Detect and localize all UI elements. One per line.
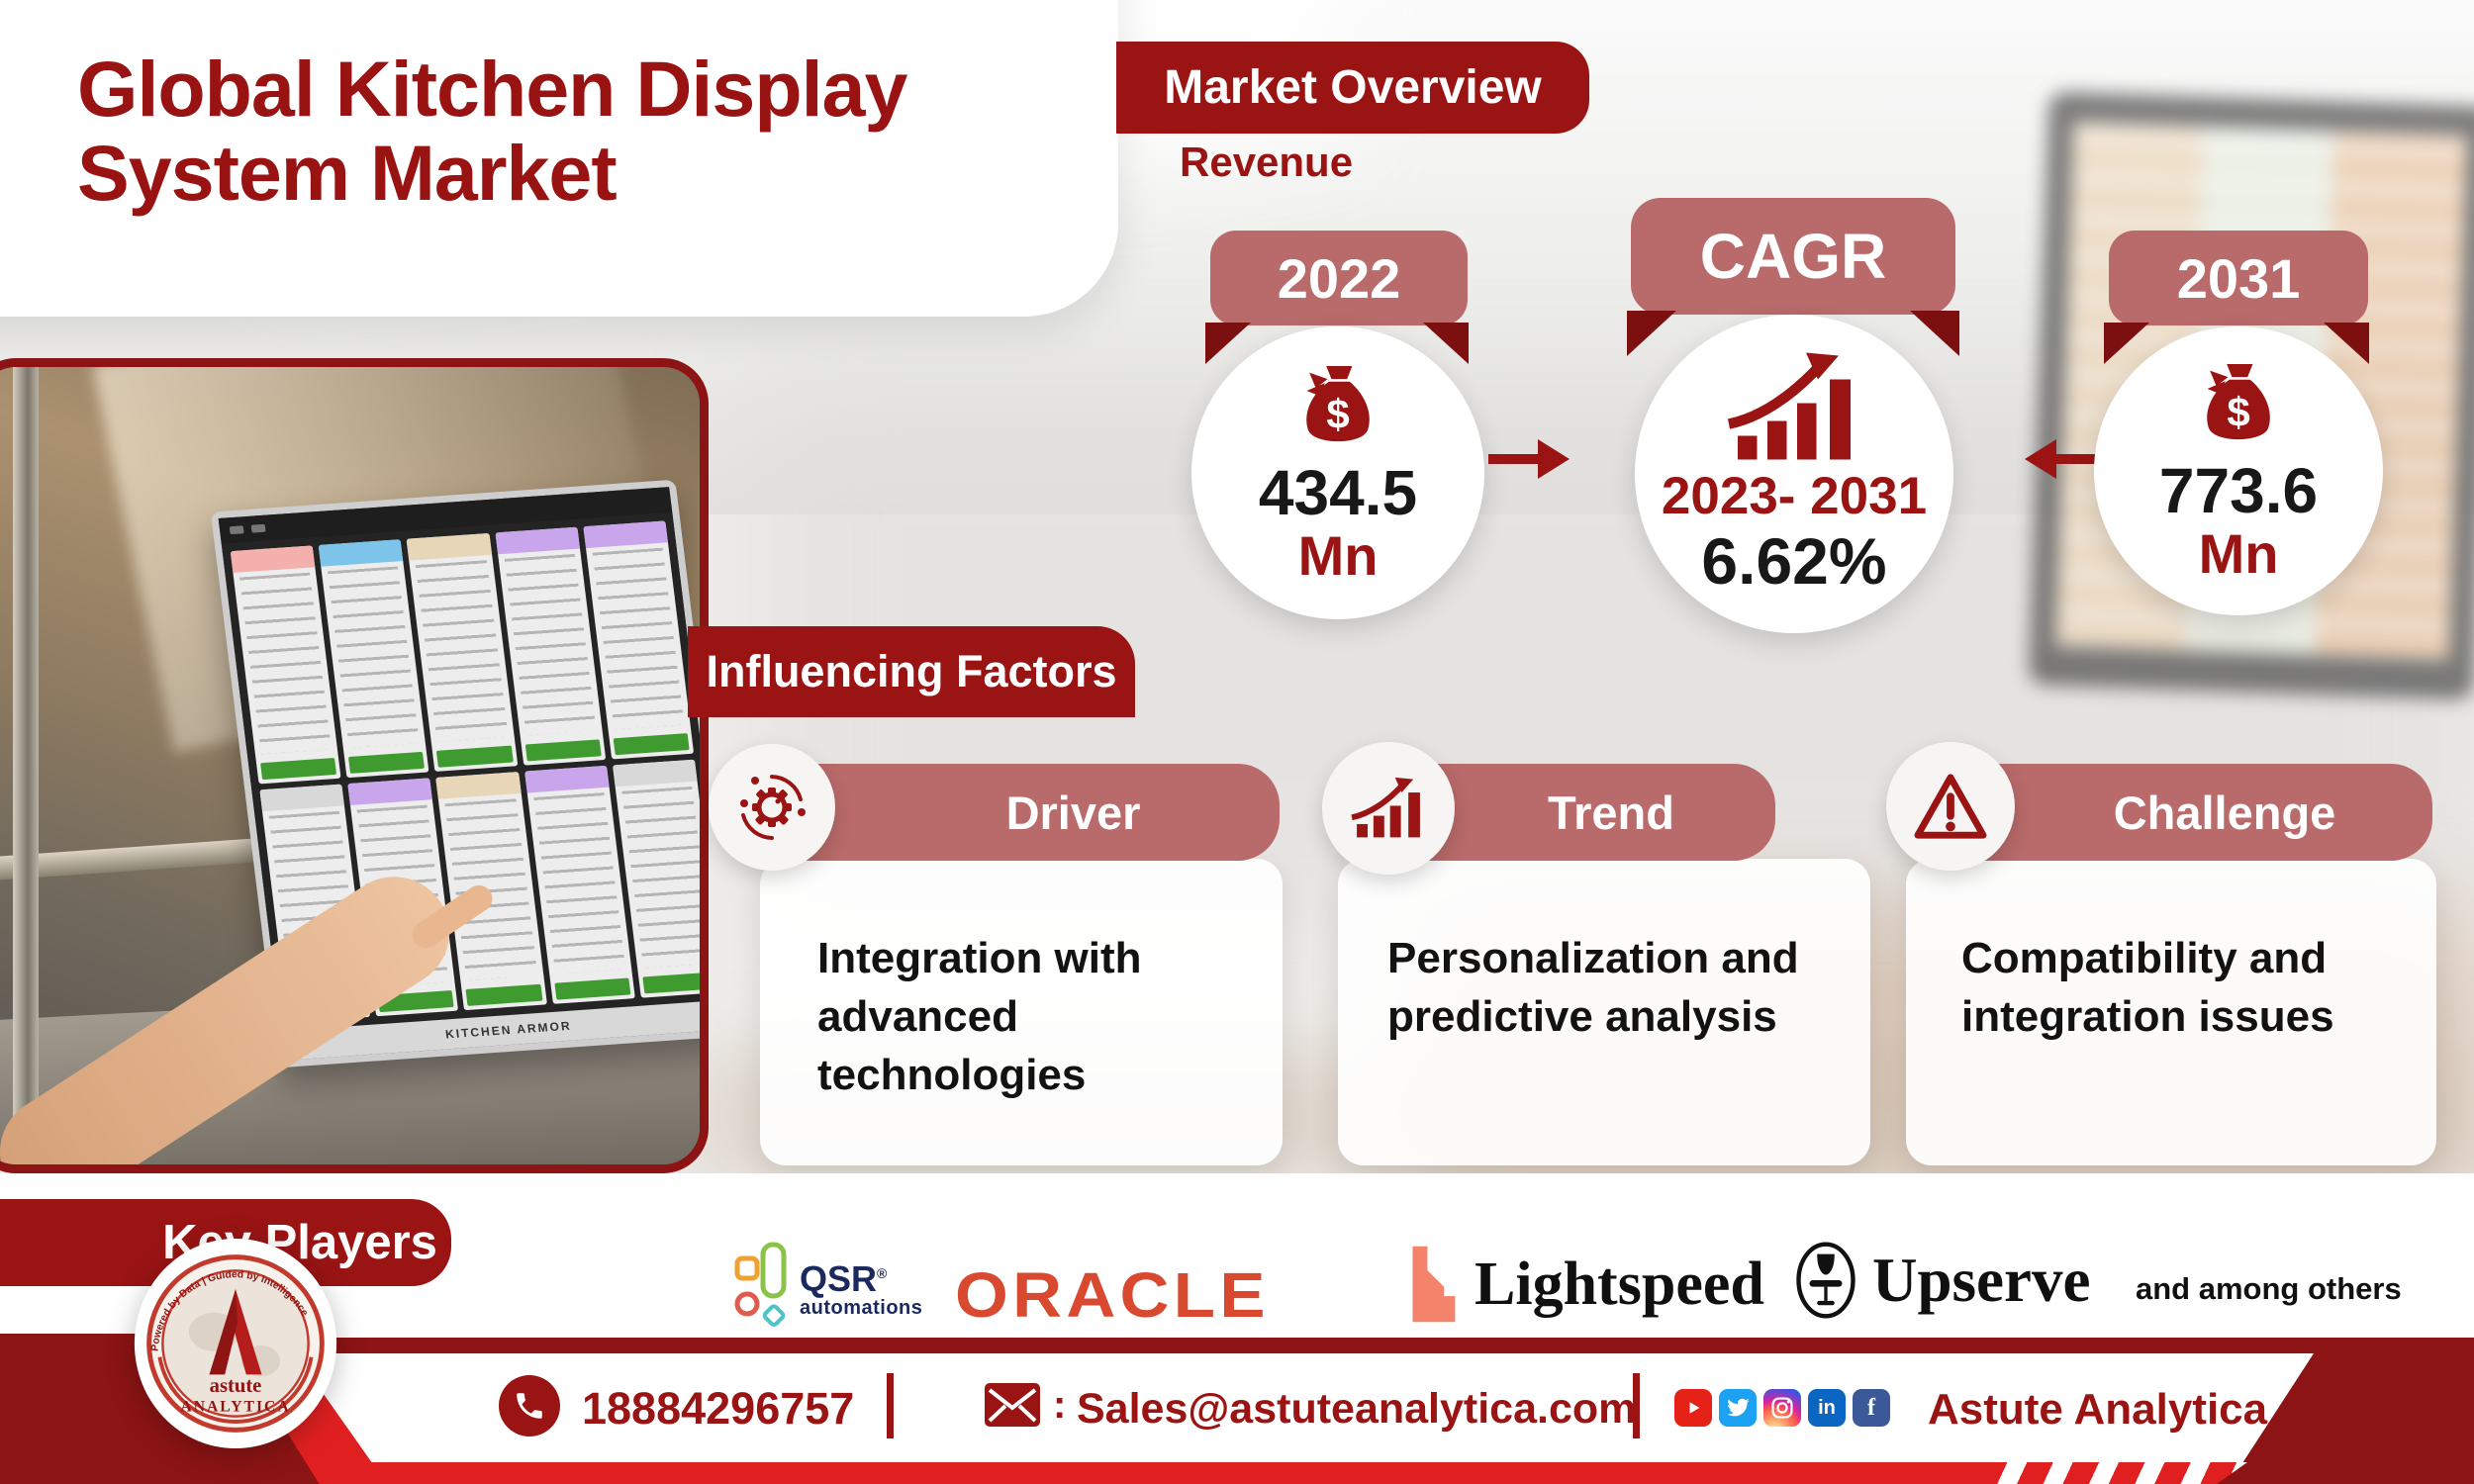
youtube-icon[interactable] bbox=[1674, 1389, 1712, 1427]
footer-contact-band bbox=[295, 1353, 2314, 1462]
svg-text:$: $ bbox=[1326, 391, 1349, 437]
footer-stripes bbox=[1981, 1462, 2294, 1484]
revenue-2022-circle: $ 434.5 Mn bbox=[1191, 326, 1484, 619]
qsr-wordmark: QSR® bbox=[800, 1257, 922, 1299]
astute-analytica-logo: astute ANALYTICA Powered by Data | Guide… bbox=[134, 1238, 337, 1449]
driver-icon-circle bbox=[709, 744, 835, 871]
year-2022-label: 2022 bbox=[1277, 246, 1401, 310]
qsr-shapes-icon bbox=[734, 1242, 787, 1328]
email-address: Sales@astuteanalytica.com bbox=[1077, 1385, 1637, 1433]
qsr-registered-mark: ® bbox=[877, 1264, 888, 1281]
revenue-2031-value: 773.6 bbox=[2158, 455, 2319, 526]
trend-text: Personalization and predictive analysis bbox=[1387, 934, 1799, 1041]
linkedin-icon[interactable]: in bbox=[1808, 1389, 1846, 1427]
challenge-text: Compatibility and integration issues bbox=[1961, 934, 2334, 1041]
footer-brand: Astute Analytica bbox=[1928, 1385, 2268, 1434]
challenge-icon-circle bbox=[1886, 742, 2015, 871]
logo-qsr-automations: QSR® automations bbox=[732, 1239, 922, 1342]
trend-label: Trend bbox=[1548, 786, 1674, 839]
year-2031-label: 2031 bbox=[2176, 246, 2301, 310]
challenge-label: Challenge bbox=[2113, 786, 2336, 839]
lightspeed-wordmark: Lightspeed bbox=[1475, 1250, 1764, 1318]
logo-lightspeed: Lightspeed bbox=[1405, 1241, 1764, 1328]
lightspeed-flag-icon bbox=[1412, 1246, 1456, 1323]
footer-red-strip bbox=[368, 1462, 1981, 1484]
logo-oracle: ORACLE bbox=[955, 1259, 1270, 1331]
market-overview-heading: Market Overview bbox=[1164, 61, 1542, 114]
influencing-factors-heading: Influencing Factors bbox=[706, 646, 1117, 696]
page-title-line1: Global Kitchen Display bbox=[77, 45, 907, 133]
title-card bbox=[0, 0, 1118, 317]
logo-name2: ANALYTICA bbox=[180, 1399, 290, 1416]
challenge-card: Compatibility and integration issues bbox=[1906, 859, 2436, 1165]
phone-number: 18884296757 bbox=[582, 1383, 855, 1434]
driver-text: Integration with advanced technologies bbox=[817, 934, 1142, 1099]
cagr-value: 6.62% bbox=[1701, 524, 1887, 599]
footer-divider bbox=[887, 1373, 894, 1438]
gear-icon bbox=[740, 775, 806, 840]
logo-name1: astute bbox=[210, 1375, 262, 1397]
money-bag-icon: $ bbox=[1306, 366, 1370, 442]
phone-glyph bbox=[517, 1393, 542, 1419]
envelope-glyph bbox=[985, 1383, 1040, 1427]
social-icons: in f bbox=[1674, 1389, 1890, 1427]
cagr-badge: CAGR bbox=[1631, 198, 1955, 315]
arrow-left-icon bbox=[2025, 439, 2106, 479]
revenue-2022-unit: Mn bbox=[1297, 524, 1379, 587]
trend-icon-circle bbox=[1322, 742, 1455, 875]
revenue-label: Revenue bbox=[1180, 139, 1354, 185]
footer-divider bbox=[1633, 1373, 1640, 1438]
upserve-wordmark: Upserve bbox=[1872, 1245, 2091, 1315]
kds-photo: KITCHEN ARMOR bbox=[0, 358, 709, 1173]
growth-chart-icon bbox=[1351, 777, 1420, 838]
cagr-label: CAGR bbox=[1699, 221, 1887, 292]
page-title-line2: System Market bbox=[77, 128, 618, 217]
cagr-circle: 2023- 2031 6.62% bbox=[1635, 315, 1953, 633]
trend-banner: Trend bbox=[1407, 764, 1775, 861]
revenue-2031-circle: $ 773.6 Mn bbox=[2094, 326, 2383, 615]
facebook-glyph: f bbox=[1867, 1394, 1875, 1421]
kds-header-dot bbox=[250, 523, 266, 533]
key-players-suffix: and among others bbox=[2136, 1271, 2402, 1306]
arrow-right-icon bbox=[1488, 439, 1570, 479]
linkedin-glyph: in bbox=[1818, 1396, 1836, 1419]
qsr-name: QSR bbox=[800, 1257, 878, 1299]
svg-text:$: $ bbox=[2227, 389, 2249, 435]
kds-header-dot bbox=[229, 525, 244, 535]
photo-pole bbox=[13, 367, 39, 1164]
trend-card: Personalization and predictive analysis bbox=[1338, 859, 1870, 1165]
driver-card: Integration with advanced technologies bbox=[760, 859, 1283, 1165]
cagr-period: 2023- 2031 bbox=[1661, 466, 1928, 525]
email-separator: : bbox=[1053, 1383, 1067, 1427]
page-title: Global Kitchen Display System Market bbox=[77, 45, 1047, 217]
growth-chart-icon bbox=[1727, 352, 1851, 460]
facebook-icon[interactable]: f bbox=[1853, 1389, 1890, 1427]
logo-upserve: Upserve bbox=[1793, 1239, 2090, 1322]
revenue-2031-unit: Mn bbox=[2198, 522, 2279, 585]
driver-label: Driver bbox=[1005, 786, 1141, 839]
year-2022-badge: 2022 bbox=[1210, 231, 1468, 325]
driver-banner: Driver bbox=[798, 764, 1280, 861]
money-bag-icon: $ bbox=[2207, 364, 2270, 440]
year-2031-badge: 2031 bbox=[2109, 231, 2368, 325]
challenge-banner: Challenge bbox=[1967, 764, 2432, 861]
phone-icon bbox=[499, 1375, 560, 1437]
upserve-glass-icon bbox=[1796, 1242, 1856, 1319]
market-overview-banner: Market Overview bbox=[1116, 42, 1589, 134]
influencing-factors-banner: Influencing Factors bbox=[688, 626, 1135, 717]
revenue-2022-value: 434.5 bbox=[1258, 457, 1418, 528]
warning-icon bbox=[1914, 774, 1987, 839]
twitter-icon[interactable] bbox=[1719, 1389, 1757, 1427]
qsr-sub-wordmark: automations bbox=[800, 1296, 923, 1319]
email-icon bbox=[985, 1383, 1040, 1432]
instagram-icon[interactable] bbox=[1763, 1389, 1801, 1427]
